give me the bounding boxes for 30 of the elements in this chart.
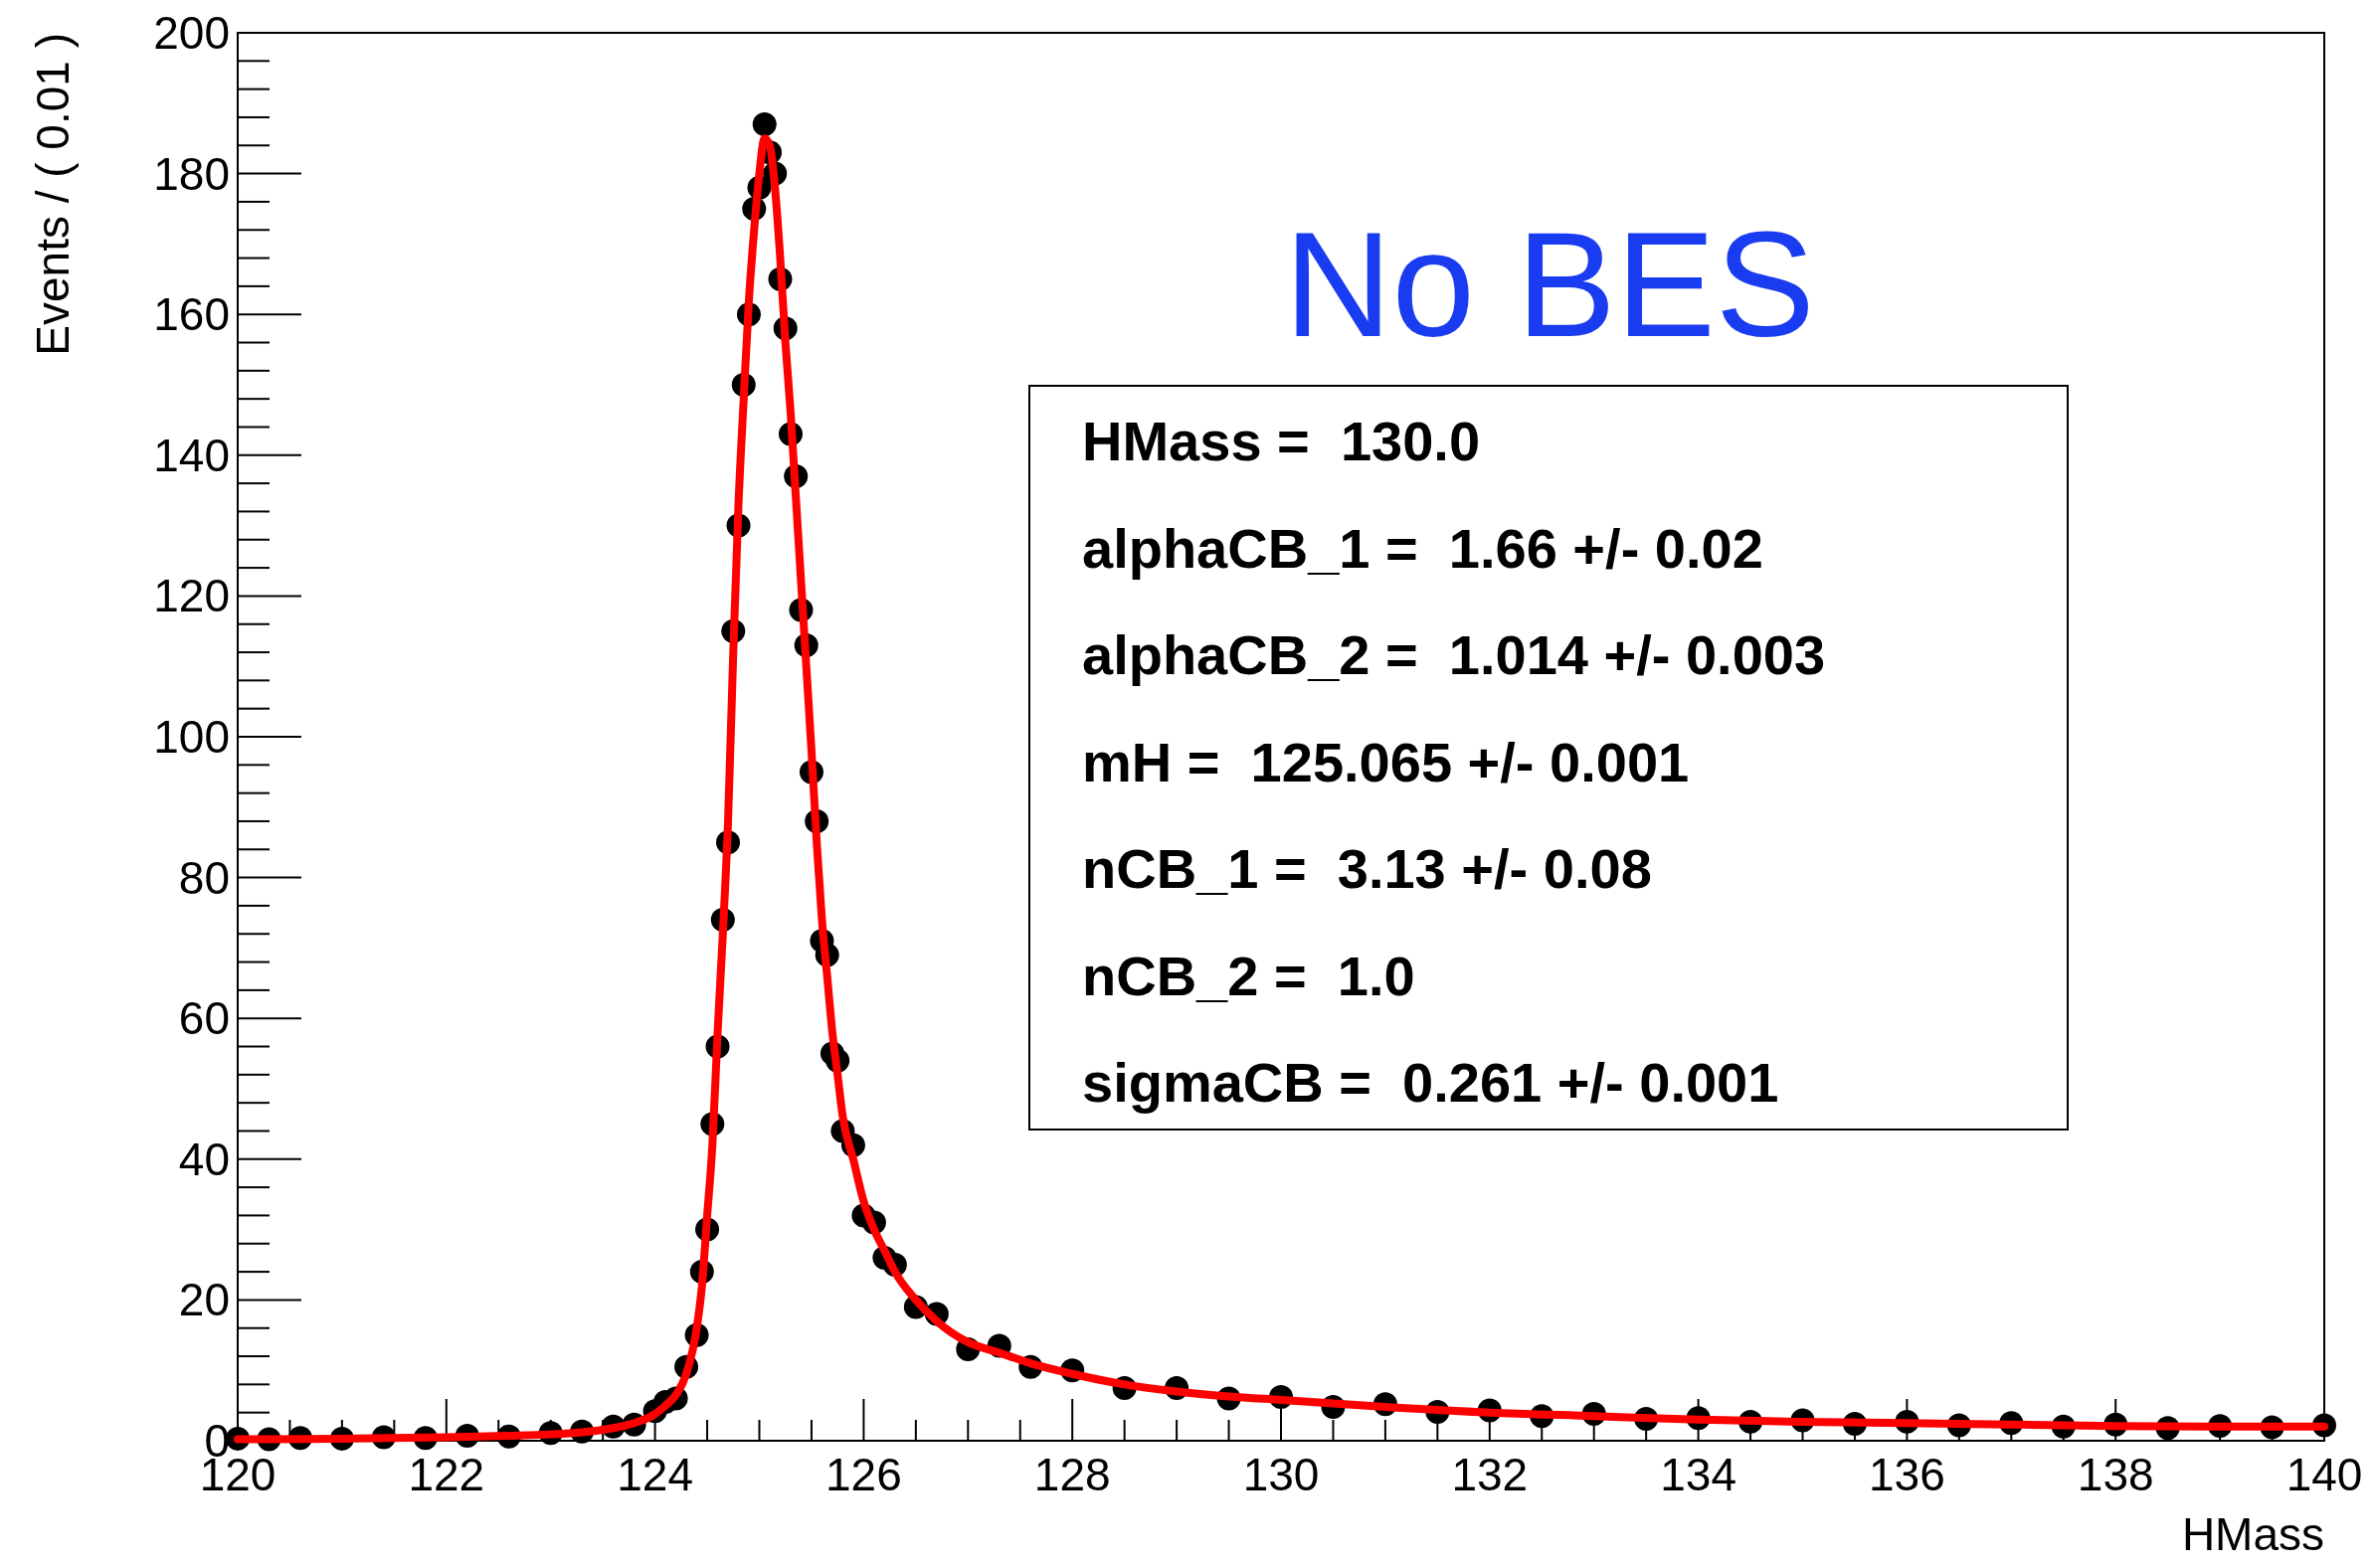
x-tick-label: 136 xyxy=(1869,1449,1945,1500)
x-tick-label: 140 xyxy=(2285,1449,2363,1500)
x-tick-label: 134 xyxy=(1660,1449,1736,1500)
annotation: mH = 125.065 +/- 0.001 xyxy=(1082,730,1690,793)
y-tick-label: 200 xyxy=(153,7,230,59)
y-tick-label: 40 xyxy=(178,1132,230,1185)
y-tick-label: 20 xyxy=(178,1274,230,1326)
x-tick-label: 122 xyxy=(408,1449,485,1500)
y-tick-label: 80 xyxy=(178,851,230,904)
x-tick-label: 124 xyxy=(617,1449,693,1500)
y-axis-title: Events / ( 0.01 ) xyxy=(27,33,79,356)
annotation: HMass = 130.0 xyxy=(1082,410,1481,472)
annotation: nCB_2 = 1.0 xyxy=(1082,944,1415,1007)
x-tick-label: 130 xyxy=(1242,1449,1320,1500)
y-tick-label: 60 xyxy=(178,992,230,1045)
x-axis-title: HMass xyxy=(2181,1508,2324,1560)
text: No BES xyxy=(1284,201,1815,368)
y-tick-label: 100 xyxy=(153,711,230,763)
x-tick-label: 138 xyxy=(2077,1449,2154,1500)
annotation: alphaCB_2 = 1.014 +/- 0.003 xyxy=(1082,623,1826,686)
y-tick-label: 180 xyxy=(153,147,230,200)
x-tick-label: 132 xyxy=(1451,1449,1529,1500)
x-tick-label: 126 xyxy=(825,1449,902,1500)
x-tick-label: 128 xyxy=(1033,1449,1111,1500)
y-tick-label: 120 xyxy=(153,570,230,622)
y-tick-label: 160 xyxy=(153,288,230,341)
annotation: sigmaCB = 0.261 +/- 0.001 xyxy=(1082,1051,1779,1114)
annotation: nCB_1 = 3.13 +/- 0.08 xyxy=(1082,837,1652,900)
annotation: alphaCB_1 = 1.66 +/- 0.02 xyxy=(1082,516,1763,580)
y-tick-label: 140 xyxy=(153,429,230,481)
